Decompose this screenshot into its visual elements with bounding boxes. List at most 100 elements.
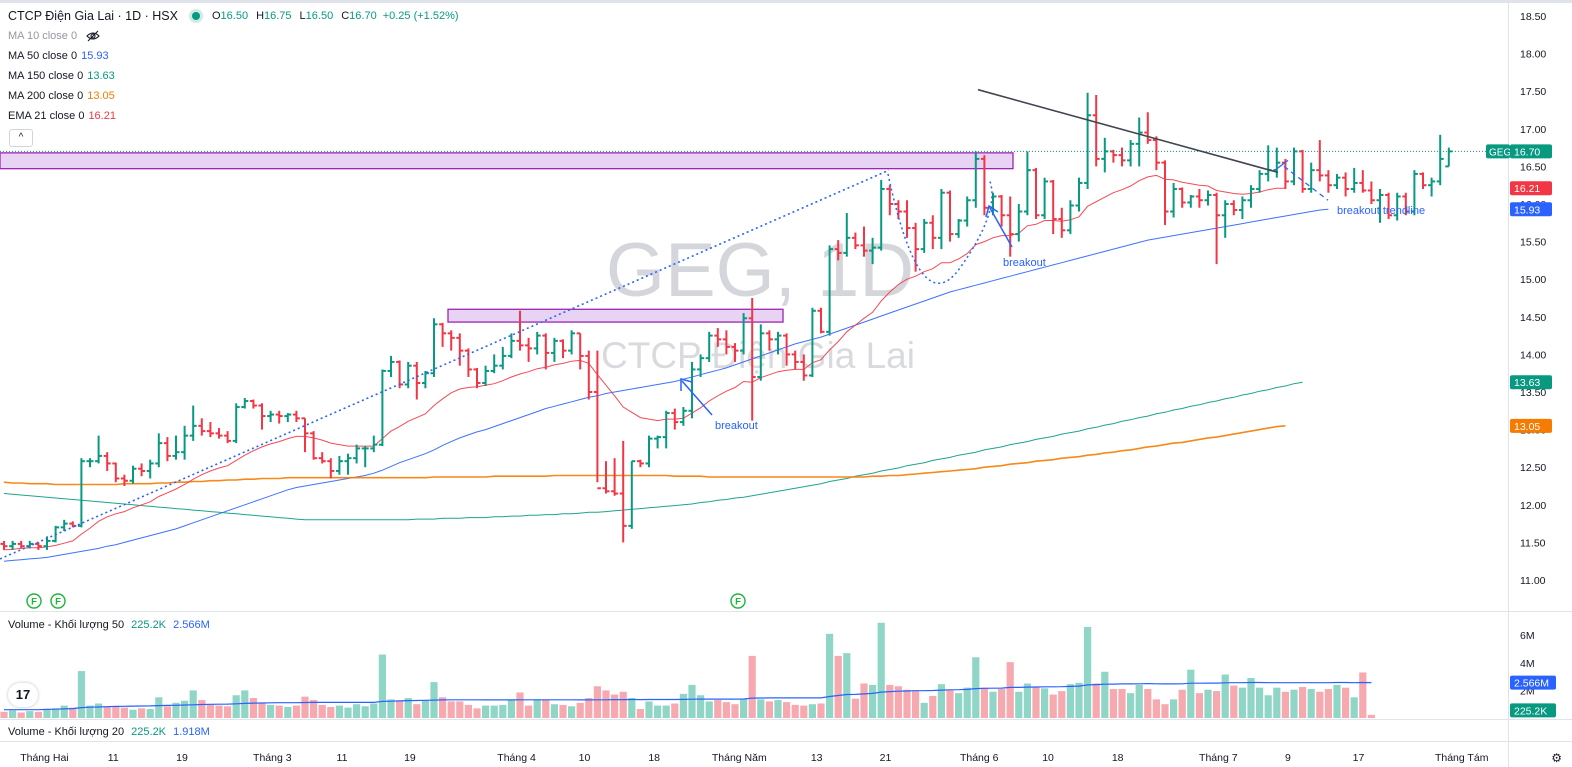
volume-bar [1350, 697, 1358, 718]
indicator-ma150[interactable]: MA 150 close 0 13.63 [8, 70, 115, 82]
ohlc-bar [447, 330, 455, 351]
ohlc-bar [378, 369, 386, 447]
ema21-badge [1510, 181, 1552, 196]
indicator-ma10[interactable]: MA 10 close 0 [8, 30, 100, 42]
price-tick-label: 17.00 [1520, 124, 1546, 136]
indicator-value: 15.93 [81, 50, 109, 62]
indicator-label: MA 200 close 0 [8, 90, 84, 102]
ohlc-bar [516, 310, 524, 351]
ohlc-bar [404, 361, 412, 389]
volume-bar [576, 702, 584, 718]
ohlc-bar [1376, 188, 1384, 223]
volume-bar [292, 705, 300, 718]
indicator-ma200[interactable]: MA 200 close 0 13.05 [8, 90, 115, 102]
volume-label: Volume - Khối lượng 50 [8, 619, 125, 631]
volume-bar [1281, 691, 1289, 718]
ohlc-bar [473, 367, 481, 389]
volume-bar [1092, 683, 1100, 718]
arrow-breakout-1 [681, 380, 713, 416]
volume-bar [1342, 687, 1350, 718]
ohlc-bar [611, 458, 619, 496]
gear-icon[interactable]: ⚙ [1551, 751, 1562, 765]
ohlc-bar [112, 462, 120, 483]
volume-bar [1032, 686, 1040, 718]
volume-bar [989, 691, 997, 718]
volume-bar [1006, 662, 1014, 718]
support-trendline [0, 169, 890, 560]
volume-bar [224, 706, 232, 718]
ohlc-bar [1367, 181, 1375, 204]
volume-bar [1084, 626, 1092, 718]
price-tick-label: 14.00 [1520, 349, 1546, 361]
volume-bar [877, 622, 885, 718]
eye-hidden-icon[interactable] [86, 30, 100, 42]
volume-bar [886, 684, 894, 718]
ohlc-bar [791, 350, 799, 370]
ohlc-bar [671, 408, 679, 430]
ohlc-bar [903, 200, 911, 238]
ohlc-bar [851, 232, 859, 250]
volume-bar [172, 702, 180, 718]
volume-bar [482, 705, 490, 718]
ohlc-bar [826, 245, 834, 336]
ohlc-bar [1419, 172, 1427, 189]
financials-marker-label: F [55, 597, 61, 608]
symbol-title[interactable]: CTCP Điện Gia Lai · 1D · HSX [8, 9, 178, 23]
ohlc-bar [9, 540, 17, 550]
ma50-badge-label: 15.93 [1514, 204, 1540, 216]
ohlc-bar [327, 458, 335, 479]
volume-bar [396, 700, 404, 718]
volume-bar [860, 683, 868, 718]
ohlc-bar [955, 219, 963, 238]
volume-bar [783, 702, 791, 718]
volume-bar [1221, 674, 1229, 718]
ohlc-bar [550, 337, 558, 362]
symbol-header[interactable]: CTCP Điện Gia Lai · 1D · HSX O 16.50 H 16.… [8, 9, 459, 23]
volume-bar [636, 709, 644, 718]
volume-legend-20[interactable]: Volume - Khối lượng 20 225.2K 1.918M [8, 726, 210, 738]
ohlc-bar [1359, 170, 1367, 193]
volume-bar [413, 704, 421, 718]
indicator-ema21[interactable]: EMA 21 close 0 16.21 [8, 110, 116, 122]
volume-bar [920, 702, 928, 718]
ohlc-bar [155, 433, 163, 468]
ohlc-bar [1118, 147, 1126, 167]
ohlc-bar [1213, 192, 1221, 265]
high-label: H [256, 10, 265, 22]
price-tick-label: 16.50 [1520, 161, 1546, 173]
ohlc-bar [163, 437, 171, 462]
volume-bar [1101, 671, 1109, 718]
volume-bar [525, 705, 533, 718]
volume-bar [284, 706, 292, 718]
volume-bar [559, 704, 567, 718]
ohlc-bar [843, 213, 851, 257]
collapse-legend-button[interactable]: ^ [9, 129, 33, 147]
ohlc-bar [1238, 196, 1246, 220]
open-label: O [211, 10, 221, 22]
volume-bar [963, 687, 971, 718]
ohlc-bar [232, 403, 240, 444]
ohlc-bar [645, 435, 653, 468]
indicator-ma50[interactable]: MA 50 close 0 15.93 [8, 50, 109, 62]
ohlc-bar [249, 399, 257, 409]
time-axis-day-label: 11 [108, 752, 119, 764]
ohlc-bar [808, 307, 816, 377]
volume-bar [1264, 695, 1272, 718]
volume-bar [344, 707, 352, 718]
volume-bar [593, 686, 601, 718]
volume-legend-50[interactable]: Volume - Khối lượng 50 225.2K 2.566M [8, 619, 210, 631]
volume-bar [1075, 682, 1083, 718]
arrow-head [680, 378, 693, 391]
ohlc-bar [310, 431, 318, 460]
ohlc-bar [507, 333, 515, 359]
annotation-breakout-trendline: breakout trendline [1337, 205, 1425, 217]
volume-bar [1144, 689, 1152, 718]
time-axis-day-label: 10 [579, 752, 591, 764]
time-axis-day-label: 10 [1042, 752, 1054, 764]
tradingview-logo-icon[interactable]: 17 [8, 683, 38, 707]
ohlc-bar [1436, 134, 1444, 186]
ohlc-bar [1410, 170, 1418, 216]
ohlc-bar [731, 343, 739, 362]
volume-bar [215, 705, 223, 718]
